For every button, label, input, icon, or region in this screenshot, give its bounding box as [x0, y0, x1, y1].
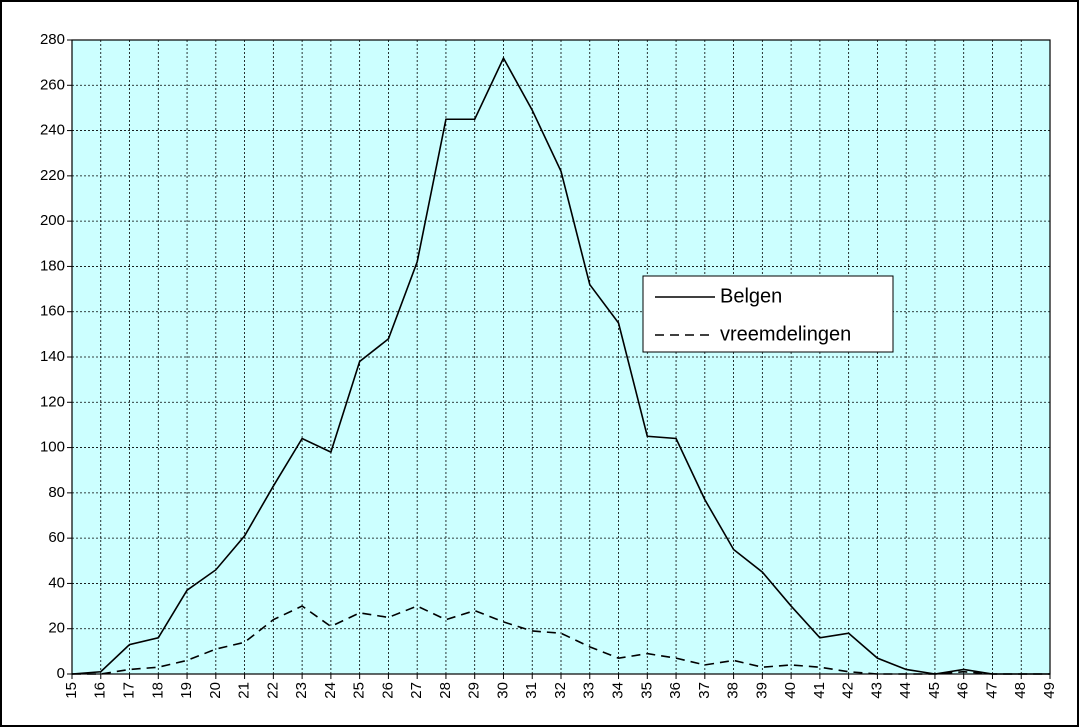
- y-tick-label: 120: [40, 393, 65, 410]
- x-tick-label: 28: [437, 682, 454, 699]
- x-tick-label: 27: [408, 682, 425, 699]
- x-tick-label: 29: [466, 682, 483, 699]
- x-tick-label: 19: [178, 682, 195, 699]
- legend-label: vreemdelingen: [720, 323, 851, 345]
- x-tick-label: 17: [120, 682, 137, 699]
- x-tick-label: 36: [667, 682, 684, 699]
- x-tick-label: 48: [1012, 682, 1029, 699]
- x-tick-label: 15: [63, 682, 80, 699]
- x-tick-label: 24: [322, 682, 339, 699]
- x-tick-label: 25: [351, 682, 368, 699]
- legend-box: [642, 275, 894, 353]
- y-tick-label: 160: [40, 303, 65, 320]
- series-line: [72, 605, 1050, 675]
- x-tick-label: 41: [811, 682, 828, 699]
- y-tick-label: 40: [48, 574, 65, 591]
- y-tick-label: 20: [48, 620, 65, 637]
- y-tick-label: 80: [48, 484, 65, 501]
- x-tick-label: 42: [840, 682, 857, 699]
- x-tick-label: 38: [725, 682, 742, 699]
- x-tick-label: 46: [955, 682, 972, 699]
- y-tick-label: 100: [40, 439, 65, 456]
- x-tick-label: 35: [638, 682, 655, 699]
- y-tick-label: 220: [40, 167, 65, 184]
- y-tick-label: 0: [57, 665, 65, 682]
- y-tick-label: 240: [40, 122, 65, 139]
- x-tick-label: 16: [92, 682, 109, 699]
- x-tick-label: 33: [581, 682, 598, 699]
- y-tick-label: 60: [48, 529, 65, 546]
- x-tick-label: 21: [236, 682, 253, 699]
- x-tick-label: 31: [523, 682, 540, 699]
- x-tick-label: 20: [207, 682, 224, 699]
- x-tick-label: 45: [926, 682, 943, 699]
- legend-label: Belgen: [720, 285, 782, 307]
- y-tick-label: 260: [40, 76, 65, 93]
- y-tick-label: 140: [40, 348, 65, 365]
- series-line: [71, 56, 1050, 675]
- plot-border: [71, 39, 1051, 675]
- x-tick-label: 43: [868, 682, 885, 699]
- x-tick-label: 37: [696, 682, 713, 699]
- x-tick-label: 22: [264, 682, 281, 699]
- x-tick-label: 30: [494, 682, 511, 699]
- x-tick-label: 40: [782, 682, 799, 699]
- x-tick-label: 26: [379, 682, 396, 699]
- x-tick-label: 47: [983, 682, 1000, 699]
- x-tick-label: 23: [293, 682, 310, 699]
- x-tick-label: 39: [753, 682, 770, 699]
- x-tick-label: 44: [897, 682, 914, 699]
- y-tick-label: 180: [40, 257, 65, 274]
- y-tick-label: 200: [40, 212, 65, 229]
- legend: Belgen vreemdelingen: [642, 275, 894, 353]
- x-tick-label: 32: [552, 682, 569, 699]
- x-tick-label: 49: [1041, 682, 1058, 699]
- x-tick-label: 18: [149, 682, 166, 699]
- y-tick-label: 280: [40, 31, 65, 48]
- x-tick-label: 34: [609, 682, 626, 699]
